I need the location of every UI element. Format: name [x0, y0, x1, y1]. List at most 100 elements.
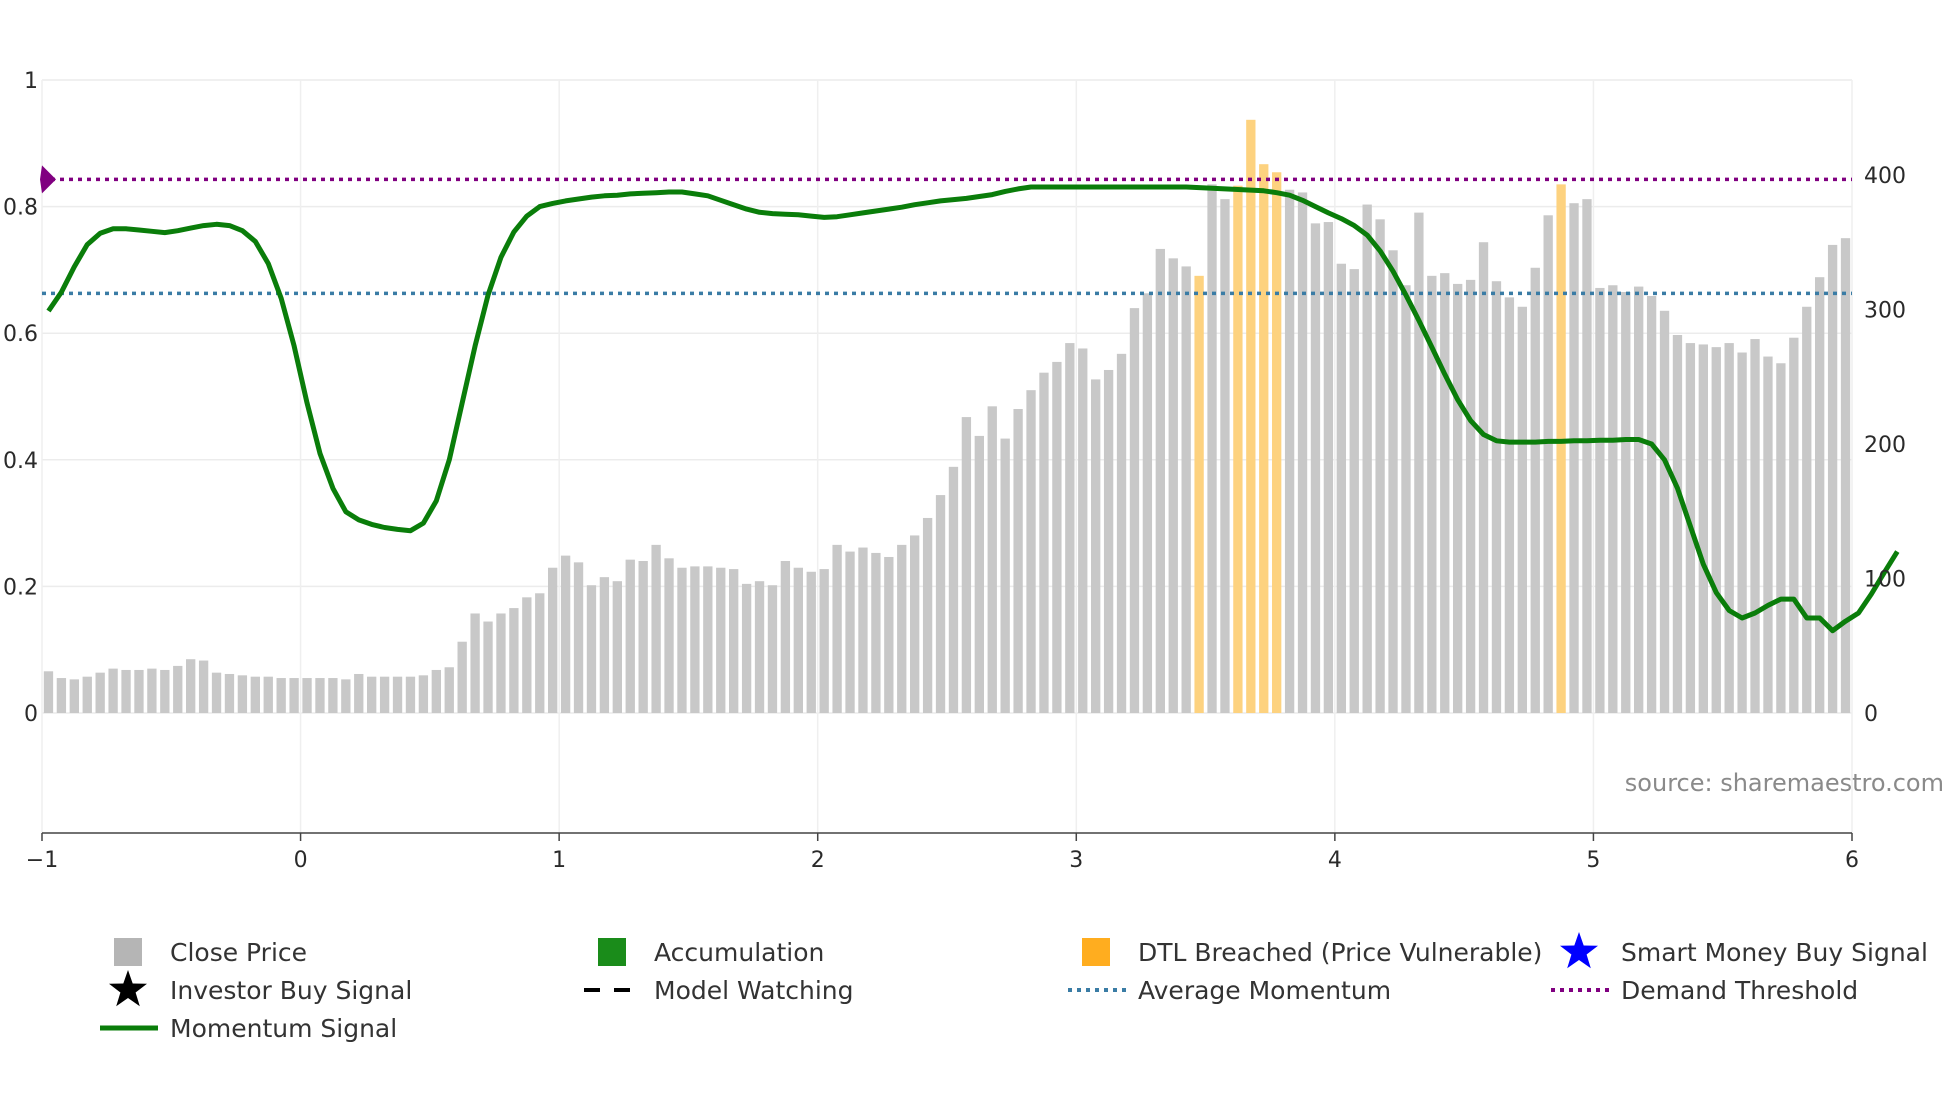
close-price-bar — [754, 581, 765, 713]
close-price-bar — [1375, 219, 1385, 713]
legend-item: DTL Breached (Price Vulnerable) — [1082, 938, 1542, 967]
close-price-bar — [1116, 353, 1127, 713]
x-tick-label: 2 — [811, 848, 825, 873]
close-price-bar — [1362, 204, 1372, 714]
close-price-bar — [1414, 212, 1424, 714]
close-price-bar — [871, 552, 881, 713]
close-price-bar — [664, 558, 674, 713]
close-price-bar — [897, 544, 907, 713]
close-price-bar — [250, 676, 260, 713]
legend-label: Smart Money Buy Signal — [1621, 938, 1928, 967]
close-price-bar — [677, 567, 687, 713]
close-price-bar — [1465, 279, 1476, 713]
legend-item: Model Watching — [584, 976, 854, 1005]
close-price-bar — [1711, 347, 1721, 713]
close-price-bar — [354, 673, 364, 713]
close-price-bar — [1207, 184, 1217, 713]
close-price-bar — [1155, 248, 1165, 713]
close-price-bar — [1440, 273, 1450, 713]
x-tick-label: 6 — [1845, 848, 1859, 873]
close-price-bar — [1737, 352, 1747, 713]
close-price-bar — [910, 535, 920, 713]
close-price-bar — [1181, 266, 1191, 713]
close-price-bar — [1634, 286, 1644, 713]
grid-lines — [41, 79, 1853, 833]
close-price-bar — [1530, 267, 1540, 713]
close-price-bar — [1504, 297, 1515, 713]
x-tick-label: 4 — [1328, 848, 1342, 873]
close-price-bar — [186, 659, 196, 713]
close-price-bar — [599, 577, 610, 713]
close-price-bar — [1724, 343, 1734, 713]
close-price-bar — [1336, 263, 1346, 713]
close-price-bar — [289, 678, 299, 713]
dtl-breached-bar — [1556, 184, 1566, 713]
close-price-bar — [470, 613, 480, 713]
close-price-bar — [1142, 293, 1153, 713]
close-price-bar — [1608, 285, 1618, 713]
close-price-bar — [1621, 291, 1631, 713]
close-price-bar — [560, 555, 571, 713]
close-price-bars — [43, 119, 1851, 714]
legend-item: Average Momentum — [1068, 976, 1391, 1005]
close-price-bar — [173, 665, 183, 713]
close-price-bar — [1517, 306, 1527, 713]
close-price-bar — [638, 561, 648, 713]
y-left-tick-label: 0.8 — [3, 196, 38, 221]
legend-item: Momentum Signal — [100, 1014, 397, 1043]
close-price-bar — [1672, 335, 1683, 713]
legend-item: Investor Buy Signal — [109, 970, 412, 1007]
x-tick-label: 0 — [294, 848, 308, 873]
y-left-tick-label: 0.2 — [3, 575, 38, 600]
legend-label: Average Momentum — [1138, 976, 1391, 1005]
close-price-bar — [1840, 238, 1851, 714]
close-price-bar — [56, 678, 67, 713]
close-price-bar — [496, 613, 506, 713]
legend-item: Accumulation — [598, 938, 824, 967]
close-price-bar — [82, 676, 92, 713]
close-price-bar — [522, 597, 532, 713]
y-left-tick-label: 0 — [24, 702, 38, 727]
demand-threshold-marker — [40, 165, 56, 194]
close-price-bar — [1388, 250, 1398, 713]
close-price-bar — [793, 567, 803, 713]
legend-item: Smart Money Buy Signal — [1560, 932, 1928, 969]
close-price-bar — [392, 676, 403, 713]
legend-item: Demand Threshold — [1551, 976, 1858, 1005]
close-price-bar — [418, 675, 429, 713]
close-price-bar — [1698, 344, 1708, 713]
close-price-bar — [328, 678, 338, 713]
close-price-bar — [1026, 390, 1036, 713]
x-tick-label: 1 — [552, 848, 566, 873]
legend-label: DTL Breached (Price Vulnerable) — [1138, 938, 1542, 967]
close-price-bar — [961, 417, 972, 713]
close-price-bar — [651, 544, 661, 713]
close-price-bar — [134, 669, 144, 713]
y-right-tick-label: 200 — [1864, 433, 1906, 458]
close-price-bar — [147, 668, 157, 713]
y-left-tick-label: 1 — [24, 69, 38, 94]
momentum-signal-line — [46, 184, 1900, 634]
close-price-bar — [405, 676, 416, 713]
x-tick-label: 5 — [1586, 848, 1600, 873]
close-price-bar — [43, 671, 54, 713]
close-price-bar — [1129, 308, 1140, 713]
close-price-bar — [1763, 356, 1773, 713]
close-price-bar — [160, 669, 170, 713]
close-price-bar — [535, 593, 545, 713]
legend-label: Model Watching — [654, 976, 854, 1005]
close-price-bar — [341, 679, 351, 713]
close-price-bar — [819, 569, 829, 713]
close-price-bar — [729, 569, 739, 713]
legend-label: Close Price — [170, 938, 307, 967]
source-label: source: sharemaestro.com — [1625, 769, 1944, 797]
legend-swatch — [114, 938, 142, 966]
close-price-bar — [922, 517, 933, 713]
close-price-bar — [1427, 275, 1437, 713]
legend-star-icon — [1560, 932, 1598, 969]
close-price-bar — [263, 676, 273, 713]
close-price-bar — [1220, 199, 1230, 713]
legend-swatch — [598, 938, 626, 966]
close-price-bar — [1776, 363, 1786, 713]
axes: −1 0 1 2 3 4 5 6 0 0.2 0.4 0.6 0.8 1 0 100 200 300 400 — [3, 69, 1906, 873]
